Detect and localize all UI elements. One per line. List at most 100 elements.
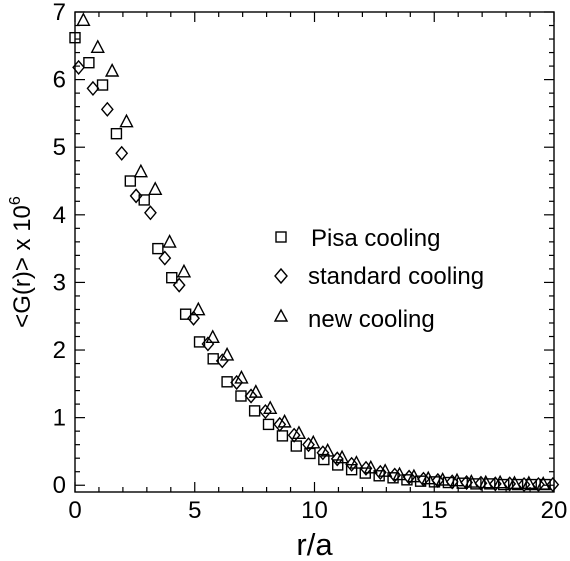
data-point-square: [484, 478, 496, 490]
y-axis-label-exponent: 6: [7, 196, 24, 205]
data-point-triangle: [219, 346, 235, 361]
data-point-triangle: [392, 466, 407, 481]
y-tick-label: 7: [53, 0, 66, 26]
y-tick-label: 2: [53, 337, 66, 364]
data-point-square: [96, 79, 109, 91]
data-point-triangle: [191, 301, 206, 316]
data-point-triangle: [507, 475, 522, 490]
data-point-triangle: [133, 163, 149, 178]
data-point-triangle: [421, 470, 436, 485]
legend: Pisa cooling standard cooling new coolin…: [273, 225, 484, 333]
data-point-diamond: [302, 437, 315, 453]
data-point-square: [235, 390, 247, 402]
data-point-diamond: [431, 472, 445, 489]
legend-label-new-cooling: new cooling: [308, 306, 435, 333]
data-point-triangle: [234, 369, 249, 384]
data-point-triangle: [349, 455, 364, 469]
legend-diamond-marker: [274, 267, 288, 285]
legend-label-standard-cooling: standard cooling: [308, 263, 484, 290]
data-point-diamond: [144, 205, 157, 221]
series-standard-cooling: [72, 59, 560, 493]
x-tick-label: 15: [421, 497, 448, 524]
data-point-square: [138, 194, 150, 206]
x-tick-label: 5: [188, 497, 201, 524]
legend-entry-pisa-cooling: Pisa cooling: [275, 225, 440, 252]
data-point-diamond: [244, 388, 258, 404]
data-point-diamond: [187, 310, 200, 326]
data-point-triangle: [478, 474, 493, 489]
marks-layer: [69, 12, 560, 493]
ticks-layer: 0 5 10 15 20 0 1 2 3 4 5 6 7: [53, 0, 568, 524]
y-tick-label: 0: [53, 472, 66, 499]
data-point-square: [110, 127, 123, 140]
data-point-triangle: [148, 181, 163, 196]
data-point-triangle: [406, 468, 422, 483]
data-point-diamond: [488, 476, 502, 492]
data-point-triangle: [277, 413, 292, 428]
data-point-triangle: [449, 472, 465, 487]
data-point-diamond: [330, 451, 344, 467]
data-point-diamond: [115, 145, 129, 161]
data-point-diamond: [445, 474, 459, 490]
data-point-square: [498, 478, 510, 491]
data-point-square: [69, 31, 81, 44]
legend-label-pisa-cooling: Pisa cooling: [311, 225, 440, 252]
legend-triangle-marker: [273, 308, 289, 322]
legend-square-marker: [275, 231, 287, 243]
data-point-triangle: [104, 62, 120, 77]
data-point-square: [428, 476, 441, 488]
data-point-square: [83, 57, 95, 69]
data-point-diamond: [517, 476, 531, 493]
data-point-diamond: [72, 59, 86, 76]
legend-entry-new-cooling: new cooling: [273, 306, 435, 333]
data-point-diamond: [474, 475, 488, 491]
data-point-square: [207, 353, 219, 365]
data-point-diamond: [460, 474, 473, 491]
x-tick-label: 10: [301, 497, 328, 524]
y-axis-label-main: <G(r)> x 10: [9, 205, 36, 328]
data-point-triangle: [176, 263, 192, 278]
data-point-diamond: [287, 427, 301, 443]
data-point-triangle: [90, 39, 105, 54]
y-tick-label: 6: [53, 67, 66, 94]
data-point-square: [318, 453, 330, 466]
data-point-triangle: [291, 425, 307, 440]
series-new-cooling: [76, 12, 551, 490]
data-point-square: [166, 271, 178, 284]
data-point-square: [276, 430, 289, 442]
data-point-triangle: [435, 471, 450, 486]
data-point-diamond: [388, 467, 402, 483]
data-point-diamond: [503, 476, 517, 492]
data-point-diamond: [100, 101, 114, 117]
data-point-triangle: [263, 400, 278, 415]
y-tick-label: 5: [53, 134, 66, 161]
data-point-diamond: [86, 80, 100, 96]
data-point-triangle: [464, 474, 479, 488]
data-point-square: [248, 405, 261, 417]
data-point-diamond: [417, 471, 430, 487]
data-point-square: [525, 478, 537, 491]
series-pisa-cooling: [69, 31, 551, 491]
data-point-square: [262, 418, 275, 431]
data-point-triangle: [320, 442, 335, 457]
data-point-diamond: [316, 445, 330, 461]
data-point-square: [124, 175, 137, 187]
data-point-diamond: [359, 460, 373, 476]
data-point-square: [511, 478, 524, 491]
data-point-square: [152, 242, 164, 255]
data-point-diamond: [258, 403, 272, 420]
data-point-diamond: [158, 250, 172, 266]
plot-frame: [74, 11, 555, 493]
data-point-diamond: [230, 374, 244, 391]
x-tick-label: 0: [68, 497, 81, 524]
y-tick-label: 1: [53, 405, 66, 432]
data-point-triangle: [363, 459, 378, 474]
data-point-diamond: [402, 469, 416, 485]
data-point-diamond: [532, 476, 545, 493]
data-point-triangle: [119, 113, 134, 128]
data-point-diamond: [172, 277, 186, 293]
data-point-diamond: [273, 416, 287, 432]
data-point-triangle: [521, 475, 537, 490]
data-point-triangle: [248, 384, 263, 398]
